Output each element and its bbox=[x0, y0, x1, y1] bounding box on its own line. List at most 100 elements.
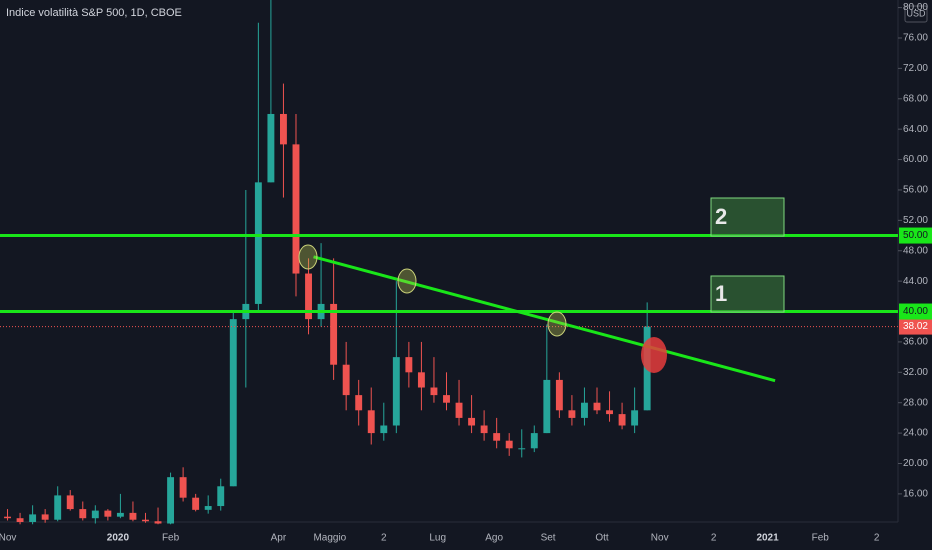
candle-body bbox=[581, 402, 588, 418]
x-tick-label: Ago bbox=[485, 533, 503, 544]
candle-body bbox=[16, 518, 24, 522]
x-tick-label: 2 bbox=[874, 533, 880, 544]
candles bbox=[4, 0, 651, 525]
y-tick-label: 56.00 bbox=[903, 185, 928, 196]
x-tick-label: Maggio bbox=[313, 533, 346, 544]
candle-body bbox=[4, 516, 11, 519]
level-label: 50.00 bbox=[903, 230, 928, 241]
x-tick-label: 2 bbox=[711, 533, 717, 544]
candle-body bbox=[254, 182, 262, 304]
y-tick-label: 32.00 bbox=[903, 367, 928, 378]
candle-body bbox=[229, 319, 237, 487]
highlight-circle bbox=[397, 268, 417, 294]
x-tick-label: Feb bbox=[162, 533, 180, 544]
candle-body bbox=[142, 519, 149, 522]
x-tick-label: Feb bbox=[812, 533, 830, 544]
x-tick-label: Apr bbox=[271, 533, 287, 544]
breakout-circle bbox=[641, 337, 667, 373]
candle-body bbox=[555, 379, 563, 411]
y-tick-label: 16.00 bbox=[903, 489, 928, 500]
candle-body bbox=[217, 486, 225, 507]
y-tick-label: 80.00 bbox=[903, 2, 928, 13]
box-label: 2 bbox=[715, 204, 727, 229]
last-price-label: 38.02 bbox=[903, 321, 928, 332]
candle-body bbox=[455, 402, 463, 418]
y-tick-label: 60.00 bbox=[903, 154, 928, 165]
y-tick-label: 64.00 bbox=[903, 124, 928, 135]
candle-body bbox=[204, 506, 212, 510]
y-tick-label: 24.00 bbox=[903, 428, 928, 439]
candle-body bbox=[79, 509, 87, 519]
y-tick-label: 28.00 bbox=[903, 397, 928, 408]
candle-body bbox=[618, 414, 626, 426]
y-tick-label: 36.00 bbox=[903, 337, 928, 348]
candle-body bbox=[192, 497, 200, 510]
y-tick-label: 52.00 bbox=[903, 215, 928, 226]
box-label: 1 bbox=[715, 281, 727, 306]
candle-body bbox=[593, 402, 601, 411]
candle-body bbox=[91, 510, 99, 519]
candle-body bbox=[631, 410, 639, 426]
currency-badge bbox=[904, 5, 928, 23]
x-tick-label: Lug bbox=[429, 533, 446, 544]
x-tick-label: 2021 bbox=[756, 533, 779, 544]
highlight-circle bbox=[547, 311, 567, 337]
candle-body bbox=[29, 514, 37, 522]
candle-body bbox=[568, 410, 576, 418]
level-label: 40.00 bbox=[903, 306, 928, 317]
candle-body bbox=[129, 512, 137, 520]
candle-body bbox=[267, 113, 275, 183]
candle-body bbox=[292, 144, 300, 274]
chart-title: Indice volatilità S&P 500, 1D, CBOE bbox=[6, 7, 182, 19]
candle-body bbox=[543, 379, 551, 434]
x-tick-label: 2 bbox=[381, 533, 387, 544]
candle-body bbox=[430, 387, 438, 396]
highlight-circle bbox=[298, 244, 318, 270]
candle-body bbox=[405, 357, 413, 373]
candle-body bbox=[417, 372, 425, 388]
candle-body bbox=[66, 495, 74, 510]
candle-body bbox=[468, 417, 476, 426]
candle-body bbox=[443, 395, 450, 403]
x-tick-label: Set bbox=[541, 533, 556, 544]
label-box bbox=[710, 275, 785, 313]
currency: USD bbox=[906, 8, 926, 18]
candle-body bbox=[530, 433, 538, 449]
x-tick-label: Nov bbox=[651, 533, 669, 544]
candle-body bbox=[480, 425, 488, 434]
candle-body bbox=[392, 357, 400, 426]
last-price-tag bbox=[899, 318, 932, 335]
candle-body bbox=[367, 410, 375, 434]
candle-body bbox=[518, 448, 526, 450]
candle-body bbox=[154, 521, 162, 524]
candle-body bbox=[493, 433, 501, 441]
level-tag bbox=[899, 227, 932, 244]
x-tick-label: Nov bbox=[0, 533, 16, 544]
label-box bbox=[710, 197, 785, 237]
y-tick-label: 44.00 bbox=[903, 276, 928, 287]
y-tick-label: 20.00 bbox=[903, 458, 928, 469]
candle-body bbox=[606, 410, 613, 415]
candle-body bbox=[342, 364, 350, 396]
level-tag bbox=[899, 303, 932, 320]
x-tick-label: Ott bbox=[595, 533, 609, 544]
candle-body bbox=[116, 512, 124, 517]
candle-body bbox=[54, 495, 62, 520]
candle-body bbox=[279, 113, 287, 145]
x-tick-label: 2020 bbox=[107, 533, 130, 544]
y-tick-label: 68.00 bbox=[903, 93, 928, 104]
candle-body bbox=[104, 510, 112, 517]
y-tick-label: 48.00 bbox=[903, 245, 928, 256]
candle-body bbox=[380, 425, 388, 434]
candle-body bbox=[179, 477, 187, 498]
trend-line bbox=[313, 255, 776, 383]
candle-body bbox=[41, 514, 49, 520]
candle-body bbox=[505, 440, 513, 449]
candle-body bbox=[330, 303, 338, 365]
y-tick-label: 76.00 bbox=[903, 33, 928, 44]
y-tick-label: 72.00 bbox=[903, 63, 928, 74]
candle-body bbox=[167, 477, 175, 524]
candle-body bbox=[355, 395, 363, 411]
candle-body bbox=[305, 273, 312, 320]
